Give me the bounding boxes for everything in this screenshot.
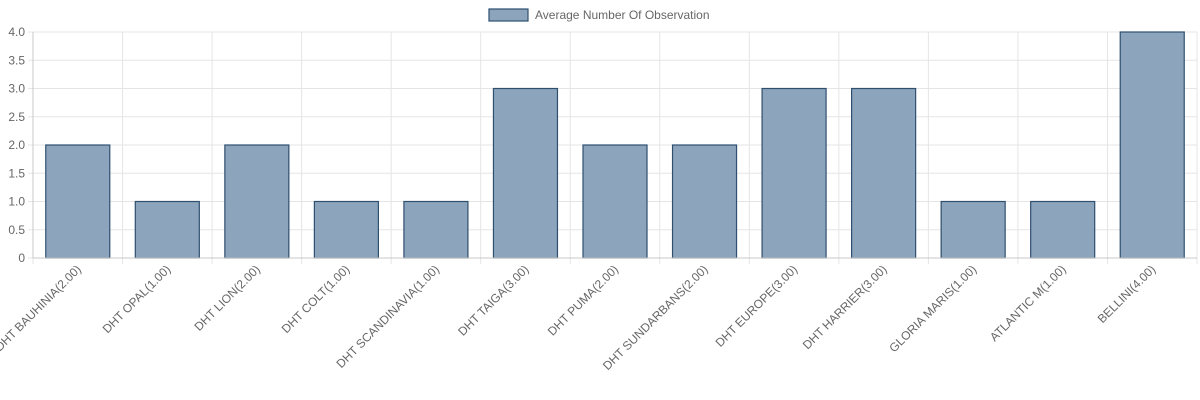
y-tick-label: 1.0 [8, 195, 25, 209]
y-tick-labels: 0 0.5 1.0 1.5 2.0 2.5 3.0 3.5 4.0 [8, 25, 25, 265]
bar[interactable] [582, 144, 648, 259]
x-tick-label: ATLANTIC M(1.00) [987, 262, 1069, 344]
y-tick-label: 0.5 [8, 223, 25, 237]
y-tick-label: 3.0 [8, 82, 25, 96]
legend-label[interactable]: Average Number Of Observation [535, 8, 710, 22]
bar[interactable] [761, 87, 827, 259]
bars [45, 31, 1185, 259]
x-tick-label: GLORIA MARIS(1.00) [886, 262, 979, 355]
bar[interactable] [403, 200, 469, 259]
legend[interactable]: Average Number Of Observation [488, 8, 710, 22]
x-tick-label: DHT OPAL(1.00) [100, 262, 174, 336]
bar[interactable] [313, 200, 379, 259]
x-tick-label: DHT TAIGA(3.00) [455, 262, 531, 338]
y-tick-label: 3.5 [8, 53, 25, 67]
y-tick-label: 2.5 [8, 110, 25, 124]
bar[interactable] [1119, 31, 1185, 259]
bar[interactable] [224, 144, 290, 259]
y-tick-label: 0 [18, 251, 25, 265]
x-tick-label: DHT SCANDINAVIA(1.00) [333, 262, 442, 371]
x-tick-label: DHT BAUHINIA(2.00) [0, 262, 84, 354]
bar[interactable] [940, 200, 1006, 259]
bar[interactable] [45, 144, 111, 259]
y-tick-label: 2.0 [8, 138, 25, 152]
x-tick-labels: DHT BAUHINIA(2.00) DHT OPAL(1.00) DHT LION… [0, 262, 1158, 373]
y-tick-label: 4.0 [8, 25, 25, 39]
bar[interactable] [134, 200, 200, 259]
bar[interactable] [671, 144, 738, 259]
x-tick-label: DHT EUROPE(3.00) [713, 262, 801, 350]
x-tick-label: DHT SUNDARBANS(2.00) [600, 262, 711, 373]
x-tick-label: DHT COLT(1.00) [279, 262, 353, 336]
bar[interactable] [1030, 200, 1096, 259]
y-tick-label: 1.5 [8, 166, 25, 180]
x-tick-label: DHT HARRIER(3.00) [800, 262, 890, 352]
legend-swatch[interactable] [488, 8, 529, 22]
x-tick-label: BELLINI(4.00) [1095, 262, 1159, 326]
axes [28, 31, 1198, 264]
bar[interactable] [851, 87, 917, 259]
x-tick-label: DHT PUMA(2.00) [545, 262, 621, 338]
bar[interactable] [492, 87, 559, 259]
x-tick-label: DHT LION(2.00) [191, 262, 263, 334]
